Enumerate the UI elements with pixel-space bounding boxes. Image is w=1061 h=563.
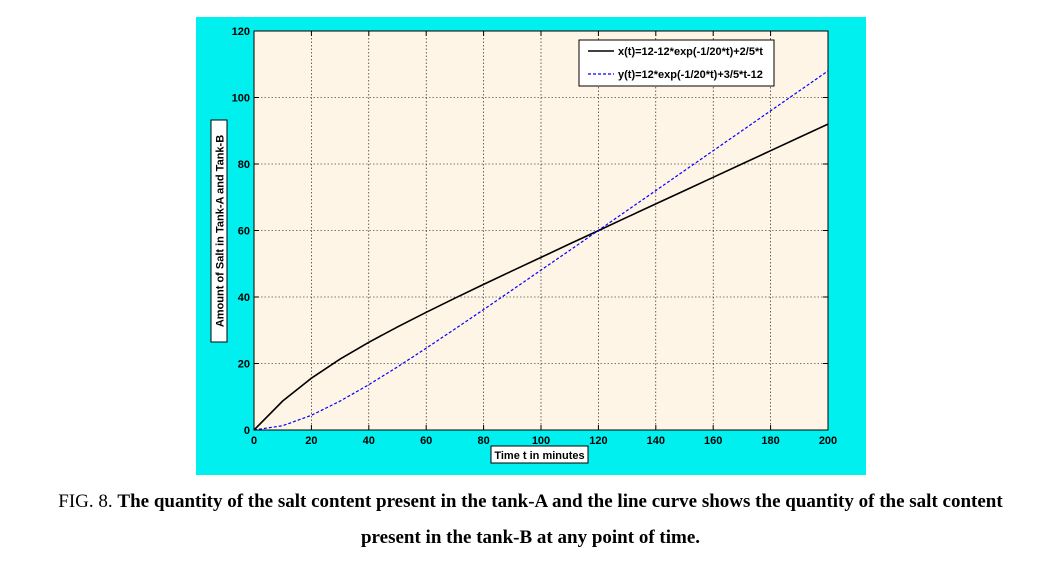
chart: 0 20 40 60 80 100 120 140 160 180 200 0 20 40 60 80 100 1… — [210, 26, 838, 464]
x-tick-label: 0 — [251, 435, 257, 447]
y-axis-label: Amount of Salt in Tank-A and Tank-B — [210, 119, 228, 343]
y-tick-label: 40 — [238, 292, 250, 304]
x-tick-label: 100 — [532, 435, 550, 447]
x-tick-label: 80 — [477, 435, 489, 447]
series-line-x — [253, 123, 829, 431]
x-tick-label: 20 — [305, 435, 317, 447]
y-tick-label: 120 — [232, 26, 250, 38]
x-tick-label: 160 — [704, 435, 722, 447]
caption-label: FIG. 8. — [58, 491, 113, 512]
x-axis-label-text: Time t in minutes — [494, 450, 584, 462]
legend-label-y: y(t)=12*exp(-1/20*t)+3/5*t-12 — [618, 69, 763, 81]
series-group — [253, 70, 829, 431]
y-axis-label-text: Amount of Salt in Tank-A and Tank-B — [215, 135, 227, 327]
ticks — [253, 30, 829, 431]
legend-box — [578, 39, 775, 87]
caption-line-1: FIG. 8. The quantity of the salt content… — [0, 484, 1061, 520]
grid — [254, 31, 828, 430]
x-axis-label: Time t in minutes — [490, 445, 589, 464]
x-tick-label: 200 — [819, 435, 837, 447]
y-tick-label: 0 — [244, 425, 250, 437]
x-tick-label: 40 — [363, 435, 375, 447]
x-tick-label: 180 — [761, 435, 779, 447]
legend: x(t)=12-12*exp(-1/20*t)+2/5*t y(t)=12*ex… — [578, 39, 775, 87]
y-tick-label: 60 — [238, 226, 250, 238]
y-tick-label: 80 — [238, 159, 250, 171]
caption-text-1: The quantity of the salt content present… — [117, 491, 1003, 512]
x-tick-label: 120 — [589, 435, 607, 447]
figure-panel: 0 20 40 60 80 100 120 140 160 180 200 0 20 40 60 80 100 1… — [196, 17, 866, 475]
x-tick-label: 60 — [420, 435, 432, 447]
y-tick-label: 100 — [232, 93, 250, 105]
series-line-y — [253, 70, 829, 431]
x-tick-label: 140 — [647, 435, 665, 447]
caption-line-2: present in the tank-B at any point of ti… — [360, 527, 701, 548]
legend-label-x: x(t)=12-12*exp(-1/20*t)+2/5*t — [618, 46, 763, 58]
x-axis-label-box — [490, 445, 589, 464]
tick-labels: 0 20 40 60 80 100 120 140 160 180 200 0 20 40 60 80 100 1… — [232, 26, 838, 447]
y-axis-label-box — [210, 119, 228, 343]
y-tick-label: 20 — [238, 359, 250, 371]
figure-caption: FIG. 8. The quantity of the salt content… — [0, 484, 1061, 556]
